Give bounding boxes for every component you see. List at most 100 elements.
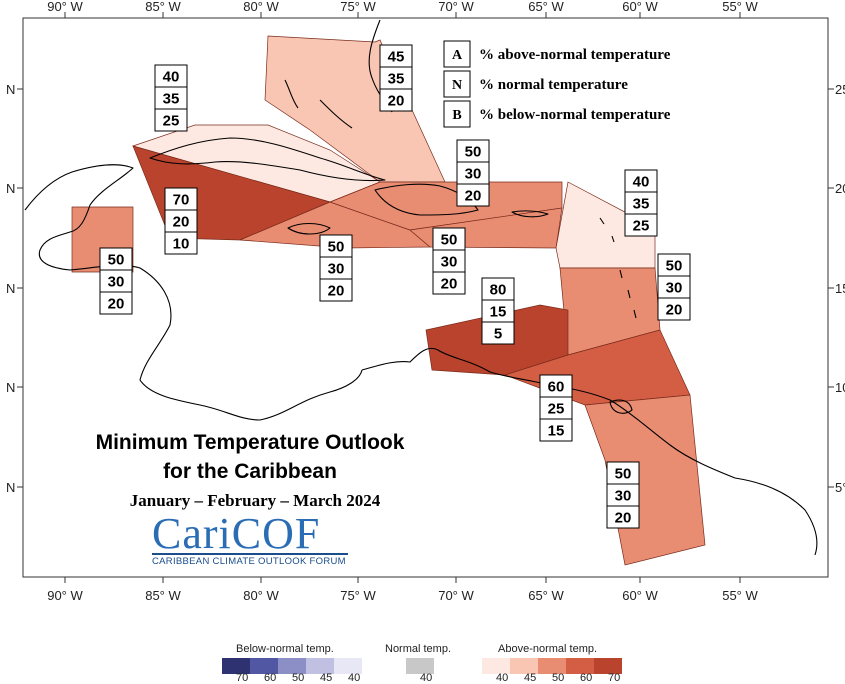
lon-label: 60° W [622, 588, 658, 603]
prob-value: 20 [441, 276, 458, 293]
prob-box [624, 213, 658, 237]
coast-hispaniola [374, 183, 479, 216]
scale-tick: 50 [292, 672, 305, 684]
scale-tick: 60 [264, 672, 277, 684]
abn-description: % below-normal temperature [479, 107, 671, 123]
lat-label: 10 [835, 380, 845, 395]
scale-swatch [222, 658, 250, 674]
prob-value: 40 [163, 69, 180, 86]
scale-swatch [594, 658, 622, 674]
scale-title-above: Above-normal temp. [498, 643, 598, 655]
prob-box [606, 505, 640, 529]
prob-value: 30 [465, 166, 482, 183]
lon-label: 90° W [47, 0, 83, 14]
lat-label: 15 [835, 281, 845, 296]
scale-swatch [306, 658, 334, 674]
prob-box [432, 271, 466, 295]
lon-label: 70° W [438, 0, 474, 14]
scale-tick: 70 [236, 672, 249, 684]
scale-tick: 50 [552, 672, 565, 684]
scale-swatch [278, 658, 306, 674]
scale-tick: 40 [496, 672, 509, 684]
coast-bahamas-1 [284, 79, 299, 109]
logo-underline [152, 553, 348, 555]
scale-swatch [538, 658, 566, 674]
scale-tick: 60 [580, 672, 593, 684]
map-title: Minimum Temperature Outlook [95, 431, 405, 454]
abn-description: % normal temperature [479, 77, 628, 93]
prob-value: 50 [441, 232, 458, 249]
coast-south-america [361, 347, 818, 556]
prob-value: 50 [615, 466, 632, 483]
prob-value: 20 [328, 283, 345, 300]
prob-box [379, 88, 413, 112]
prob-value: 5 [494, 326, 502, 343]
abn-letter: N [452, 78, 462, 93]
scale-swatch [334, 658, 362, 674]
prob-value: 25 [633, 218, 650, 235]
longitude-labels-bottom: 90° W 85° W 80° W 75° W 70° W 65° W 60° … [47, 588, 758, 603]
lon-label: 75° W [340, 0, 376, 14]
coast-jamaica [287, 222, 331, 235]
lon-label: 60° W [622, 0, 658, 14]
scale-tick: 40 [348, 672, 361, 684]
prob-value: 30 [615, 488, 632, 505]
lat-label: N [6, 480, 15, 495]
prob-value: 30 [328, 261, 345, 278]
coast-cuba [149, 137, 386, 182]
prob-value: 20 [108, 296, 125, 313]
lon-label: 70° W [438, 588, 474, 603]
lat-label: N [6, 181, 15, 196]
coast-puerto-rico [511, 210, 549, 218]
prob-value: 30 [666, 280, 683, 297]
prob-value: 70 [173, 192, 190, 209]
coast-bahamas-2 [319, 99, 353, 129]
abn-letter-box [443, 40, 471, 68]
lon-label: 65° W [528, 0, 564, 14]
prob-box [319, 278, 353, 302]
scale-tick: 40 [420, 672, 433, 684]
prob-box [481, 321, 515, 345]
prob-value: 10 [173, 236, 190, 253]
abn-letter-box [443, 70, 471, 98]
logo-subtitle: CARIBBEAN CLIMATE OUTLOOK FORUM [152, 556, 346, 567]
prob-value: 25 [163, 113, 180, 130]
lat-label: 5° [835, 480, 845, 495]
lat-label: 20 [835, 181, 845, 196]
zone-guianas [584, 394, 706, 566]
lon-label: 85° W [145, 588, 181, 603]
lat-label: 25 [835, 82, 845, 97]
scale-tick: 45 [524, 672, 537, 684]
prob-value: 80 [490, 282, 507, 299]
coast-trinidad [609, 399, 633, 414]
scale-swatch [406, 658, 434, 674]
abn-letter: A [452, 48, 463, 63]
longitude-ticks-top [64, 12, 741, 18]
scale-tick: 45 [320, 672, 333, 684]
probability-labels: 45 35 20 40 35 25 70 20 10 50 30 20 50 30 20 50 30 20 50 30… [99, 44, 691, 529]
abn-description: % above-normal temperature [479, 47, 671, 63]
prob-value: 45 [388, 49, 405, 66]
scale-title-below: Below-normal temp. [236, 643, 334, 655]
scale-title-normal: Normal temp. [385, 643, 452, 655]
latitude-labels-right: 25 20 15 10 5° [835, 82, 845, 495]
lon-label: 80° W [243, 0, 279, 14]
prob-value: 40 [633, 174, 650, 191]
abn-legend: A % above-normal temperature N % normal … [443, 40, 671, 128]
prob-value: 20 [173, 214, 190, 231]
prob-value: 50 [328, 239, 345, 256]
prob-box [164, 231, 198, 255]
prob-box [657, 297, 691, 321]
outlook-period: January – February – March 2024 [129, 491, 381, 510]
scale-swatch [250, 658, 278, 674]
prob-value: 30 [441, 254, 458, 271]
prob-value: 15 [548, 423, 565, 440]
lon-label: 55° W [722, 0, 758, 14]
prob-value: 50 [666, 258, 683, 275]
latitude-ticks [17, 88, 834, 488]
lat-label: N [6, 281, 15, 296]
scale-swatch [482, 658, 510, 674]
abn-letter-box [443, 100, 471, 128]
prob-value: 50 [108, 252, 125, 269]
